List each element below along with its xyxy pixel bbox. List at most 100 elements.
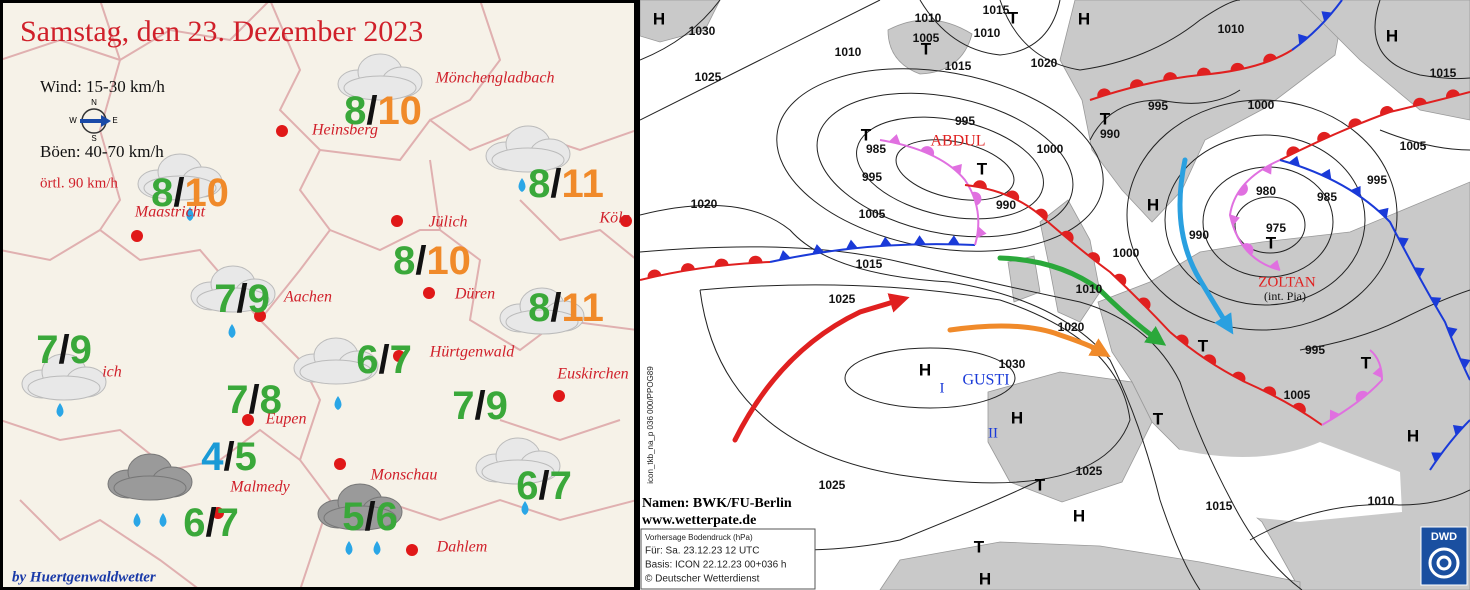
flow-arrows: [732, 157, 1234, 443]
temperature-pair: 6/7: [356, 338, 412, 382]
pressure-center: T: [921, 39, 932, 58]
front-line: [1429, 419, 1470, 471]
city-dot: [242, 414, 254, 426]
temperature-pair: 7/9: [36, 328, 92, 372]
city-label: Hürtgenwald: [429, 344, 515, 361]
cloud-icon: [107, 453, 193, 501]
front-symbol: [1163, 72, 1178, 81]
city-dot: [212, 507, 224, 519]
separator: /: [236, 277, 247, 321]
front-symbol: [1329, 409, 1340, 421]
front-symbol: [1380, 106, 1394, 116]
front-symbol: [1377, 207, 1389, 219]
cloud-icon: [137, 153, 223, 201]
front-line: [964, 184, 1171, 333]
low-temperature: 7: [226, 378, 248, 422]
model-code: icon_tkb_na_p 036 000/PPOG89: [646, 366, 655, 484]
front-line: [1169, 331, 1323, 426]
raindrop: [521, 501, 529, 515]
front-symbol: [1268, 259, 1281, 271]
raindrop: [334, 396, 342, 410]
city-dot: [553, 390, 565, 402]
front-symbol: [879, 236, 892, 247]
raindrop: [518, 178, 526, 192]
isobar-label: 1015: [1206, 499, 1233, 513]
compass-e: E: [112, 116, 117, 125]
system-name: I: [940, 380, 945, 396]
isobar-label: 1000: [1037, 142, 1064, 156]
front-symbol: [888, 134, 901, 145]
city-label: Monschau: [370, 467, 438, 484]
regional-map: Samstag, den 23. Dezember 2023 Wind: 15-…: [0, 0, 637, 590]
isobar-label: 1020: [1031, 56, 1058, 70]
separator: /: [474, 384, 485, 428]
front-symbol: [1446, 89, 1460, 99]
high-temperature: 10: [377, 89, 422, 133]
front-symbol: [1005, 190, 1020, 201]
isobar-label: 1030: [689, 24, 716, 38]
low-temperature: 7: [214, 277, 236, 321]
separator: /: [223, 435, 234, 479]
front-symbol: [778, 250, 791, 261]
low-temperature: 4: [201, 435, 224, 479]
isobar-label: 995: [1367, 173, 1387, 187]
title: Samstag, den 23. Dezember 2023: [20, 15, 423, 48]
isobar-label: 1015: [945, 59, 972, 73]
city-dot: [393, 350, 405, 362]
high-temperature: 11: [562, 162, 604, 206]
city-dot: [391, 215, 403, 227]
isobar-label: 1005: [913, 31, 940, 45]
isobar-label: 990: [996, 198, 1016, 212]
front-symbol: [1320, 168, 1332, 180]
sea: [1150, 442, 1402, 522]
raindrop: [56, 403, 64, 417]
front-symbol: [1348, 118, 1362, 129]
front-symbol: [647, 269, 662, 279]
front-line: [879, 139, 980, 246]
front-symbol: [1196, 67, 1211, 76]
pressure-center: H: [653, 9, 665, 28]
front-line: [1279, 159, 1470, 381]
isobar-label: 1020: [691, 197, 718, 211]
front-symbol: [1288, 155, 1301, 167]
front-symbol: [1097, 88, 1111, 98]
city-dot: [406, 544, 418, 556]
front-symbol: [1203, 354, 1217, 366]
separator: /: [58, 328, 69, 372]
front-symbol: [1229, 214, 1240, 226]
isobar-label: 995: [862, 170, 882, 184]
pressure-center: T: [1100, 109, 1111, 128]
high-temperature: 10: [426, 239, 471, 283]
temperature-pair: 7/9: [214, 277, 270, 321]
front-symbol: [1397, 237, 1409, 248]
city-label: Eupen: [265, 411, 307, 428]
cloud-icon: [337, 53, 423, 101]
temperature-pair: 8/11: [528, 286, 604, 330]
cloud-icon: [293, 337, 379, 385]
temperature-pair: 8/11: [528, 162, 604, 206]
isobar-label: 1025: [1076, 464, 1103, 478]
high-temperature: 10: [184, 171, 229, 215]
front-symbol: [1061, 230, 1074, 243]
cloud-part: [323, 505, 397, 531]
temperature-pair: 8/10: [151, 171, 229, 215]
system-name: (int. Pia): [1264, 289, 1306, 303]
temperature-pair: 8/10: [393, 239, 471, 283]
borders: [0, 0, 637, 590]
info-line: Basis: ICON 22.12.23 00+036 h: [645, 560, 786, 571]
front-symbol: [920, 146, 935, 156]
front-symbol: [1087, 252, 1101, 264]
low-temperature: 5: [342, 495, 364, 539]
front-symbol: [1232, 371, 1246, 382]
isobar-label: 1030: [999, 357, 1026, 371]
low-temperature: 6: [356, 338, 378, 382]
isobar-label: 1010: [915, 11, 942, 25]
credit: by Huertgenwaldwetter: [12, 569, 156, 585]
temperature-pair: 8/10: [344, 89, 422, 133]
cloud-icon: [190, 265, 276, 313]
high-temperature: 7: [217, 501, 239, 545]
front-symbol: [972, 191, 982, 206]
isobar-label: 995: [1305, 343, 1325, 357]
front-symbol: [1372, 366, 1383, 379]
